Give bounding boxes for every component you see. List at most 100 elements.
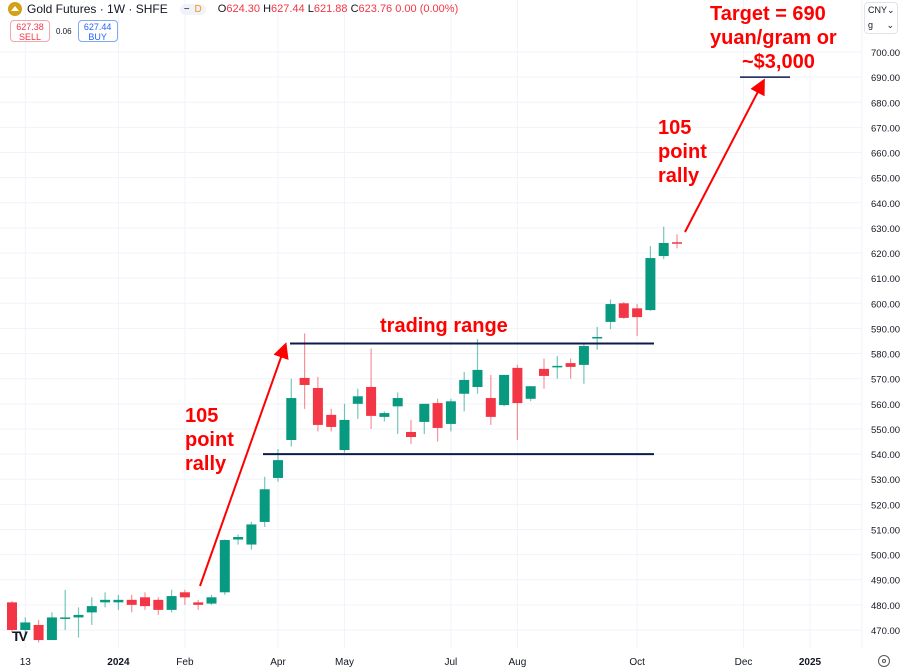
y-tick-label: 530.00 [871,475,900,486]
candle-body [352,396,363,404]
collapse-icon[interactable]: − [183,3,190,15]
candle [459,371,470,412]
candle-body [459,379,470,394]
y-tick-label: 680.00 [871,98,900,109]
sell-price: 627.38 [16,22,44,32]
candle [406,419,416,445]
x-tick-label: Aug [509,657,527,668]
y-tick-label: 550.00 [871,425,900,436]
candle [259,476,270,527]
close-value: 623.76 [358,3,393,15]
y-tick-label: 600.00 [871,299,900,310]
y-tick-label: 570.00 [871,375,900,386]
candle-body [339,419,350,451]
candle [539,358,549,389]
candle-body [406,431,416,437]
candle [419,403,430,434]
target-annotation: Target = 690 yuan/gram or ~$3,000 [710,3,837,73]
y-tick-label: 610.00 [871,274,900,285]
buy-button[interactable]: 627.44 BUY [77,20,118,42]
trading-range-annotation: trading range [380,315,508,337]
symbol-title[interactable]: Gold Futures · 1W · SHFE [27,2,168,16]
candle [113,594,124,610]
y-tick-label: 580.00 [871,350,900,361]
candle [100,592,111,608]
y-tick-label: 700.00 [871,48,900,59]
y-tick-label: 500.00 [871,551,900,562]
rally-annotation-1: 105 point rally [185,405,234,475]
candle-body [233,537,244,540]
candle [126,594,137,613]
candle-body [445,401,456,424]
weight-unit-select[interactable]: g ⌄ [868,20,894,30]
sell-label: SELL [18,32,42,42]
change-value: 0.00 (0.00%) [395,3,459,15]
rally-arrow-2 [684,78,765,233]
tradingview-logo[interactable]: TV [12,628,28,644]
chevron-down-icon: ⌄ [887,5,895,15]
settings-gear-icon[interactable] [878,655,890,667]
candle-body [432,403,443,428]
candle-body [299,377,310,385]
candle-body [312,387,323,425]
candle [618,302,629,319]
candle [73,607,84,638]
x-tick-label: Dec [735,657,753,668]
x-tick-label: Feb [176,657,194,668]
x-tick-label: 2025 [799,657,822,668]
candle-body [20,622,31,630]
y-tick-label: 490.00 [871,576,900,587]
candle-body [366,386,377,416]
sell-button[interactable]: 627.38 SELL [10,20,50,42]
candle-body [33,624,44,641]
x-tick-label: Oct [629,657,645,668]
y-tick-label: 630.00 [871,224,900,235]
candle [46,612,57,641]
gold-symbol-icon [8,2,22,16]
candle-body [46,617,57,641]
candle-body [73,614,84,618]
candle-body [525,386,536,399]
candle-body [193,602,204,605]
candle-body [658,242,669,257]
candle-body [60,617,71,619]
candle [658,226,669,260]
market-status-pill[interactable]: − D [179,3,206,15]
candle-body [179,592,190,598]
candle-body [565,363,576,367]
candle-body [392,398,403,407]
delayed-badge: D [194,3,202,15]
candle [246,521,257,550]
candle [605,299,616,330]
candle [525,386,536,402]
candle [179,589,190,605]
y-tick-label: 470.00 [871,626,900,637]
open-value: 624.30 [226,3,260,15]
candle [512,364,523,441]
y-tick-label: 560.00 [871,400,900,411]
low-value: 621.88 [313,3,348,15]
candle [565,358,576,379]
candle [392,392,403,434]
candle-body [605,304,616,322]
y-tick-label: 650.00 [871,174,900,185]
candle-body [100,599,111,603]
candle [193,599,204,610]
candle-body [326,414,337,427]
chart-header: Gold Futures · 1W · SHFE − D O624.30 H62… [8,2,458,16]
candle [366,348,377,429]
candle-body [632,308,643,318]
candle-body [113,599,124,603]
currency-select[interactable]: CNY ⌄ [868,5,895,15]
candle-body [259,489,270,522]
candle [645,246,656,311]
y-tick-label: 540.00 [871,450,900,461]
candle [166,589,177,613]
candle-body [206,597,217,604]
candle [326,408,337,432]
y-tick-label: 640.00 [871,199,900,210]
candle-body [219,540,230,593]
candle [472,338,483,394]
y-tick-label: 520.00 [871,500,900,511]
